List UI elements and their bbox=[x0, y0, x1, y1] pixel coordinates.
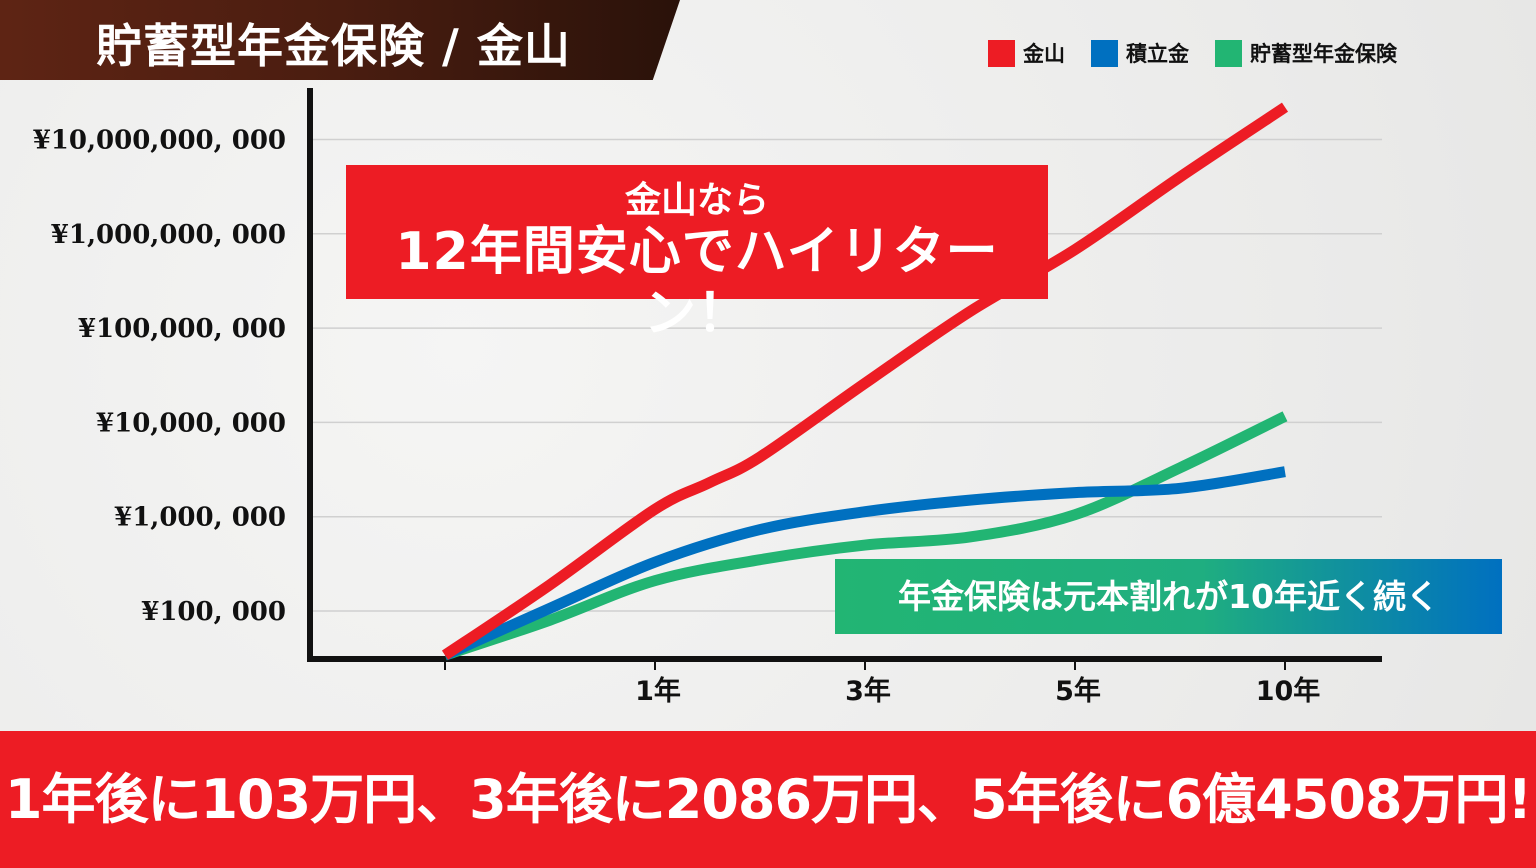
y-tick-label: ¥100, 000 bbox=[141, 597, 286, 627]
legend-label: 貯蓄型年金保険 bbox=[1250, 42, 1397, 66]
callout-kanayama: 金山なら 12年間安心でハイリターン！ bbox=[346, 165, 1048, 344]
callout-line-2: 12年間安心でハイリターン！ bbox=[395, 222, 999, 344]
y-tick-label: ¥100,000, 000 bbox=[78, 314, 286, 344]
legend-item-kanayama: 金山 bbox=[988, 38, 1065, 68]
x-tick-label: 3年 bbox=[845, 675, 891, 707]
y-tick-label: ¥10,000,000, 000 bbox=[33, 126, 286, 156]
legend-label: 積立金 bbox=[1126, 42, 1189, 66]
legend-label: 金山 bbox=[1023, 42, 1065, 66]
series-line-kanayama bbox=[441, 102, 1289, 660]
legend: 金山 積立金 貯蓄型年金保険 bbox=[988, 38, 1397, 68]
callout-pension: 年金保険は元本割れが10年近く続く bbox=[835, 559, 1502, 634]
title-band bbox=[0, 0, 680, 80]
legend-item-savings: 積立金 bbox=[1091, 38, 1189, 68]
series-line-savings bbox=[442, 466, 1286, 661]
legend-swatch-red bbox=[988, 39, 1015, 67]
y-tick-label: ¥1,000, 000 bbox=[114, 503, 286, 533]
x-tick-label: 1年 bbox=[635, 675, 681, 707]
legend-swatch-blue bbox=[1091, 39, 1118, 67]
callout-line-1: 金山なら bbox=[624, 180, 769, 221]
x-tick-label: 10年 bbox=[1256, 675, 1321, 707]
legend-swatch-green bbox=[1215, 39, 1242, 67]
footer-summary: 1年後に103万円、3年後に2086万円、5年後に6億4508万円! bbox=[0, 731, 1536, 868]
y-tick-label: ¥1,000,000, 000 bbox=[51, 220, 286, 250]
page-title: 貯蓄型年金保険 / 金山 bbox=[96, 19, 571, 73]
legend-item-pension: 貯蓄型年金保険 bbox=[1215, 38, 1397, 68]
series-line-pension bbox=[443, 411, 1288, 661]
y-tick-label: ¥10,000, 000 bbox=[96, 408, 286, 438]
x-tick-label: 5年 bbox=[1055, 675, 1101, 707]
